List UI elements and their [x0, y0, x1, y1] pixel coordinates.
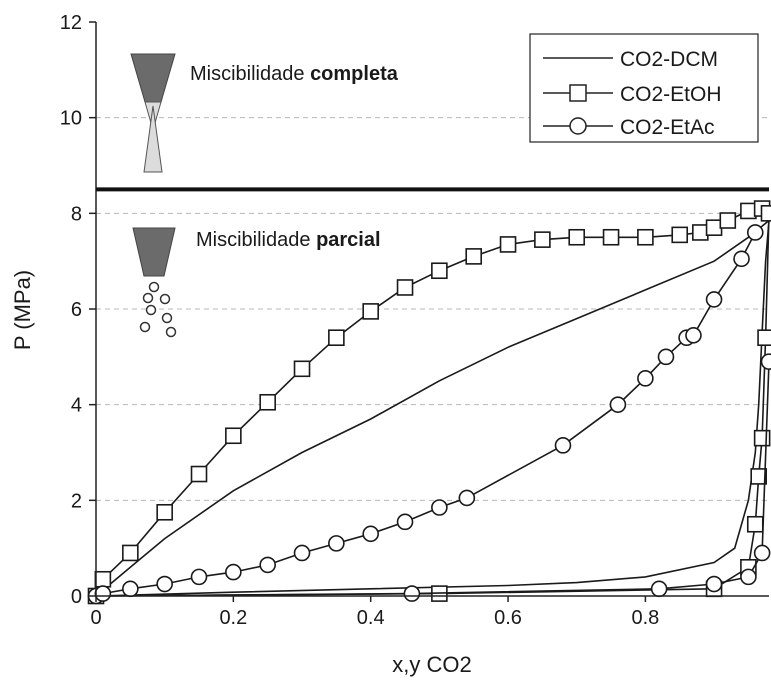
- data-point-square: [740, 202, 757, 220]
- data-point-circle: [657, 348, 675, 366]
- legend-item-etoh: CO2-EtOH: [543, 83, 722, 106]
- y-tick-label: 2: [71, 490, 82, 512]
- data-point-square: [293, 360, 311, 378]
- data-point-circle: [328, 535, 345, 552]
- data-point-square: [568, 228, 586, 246]
- data-point-circle: [650, 580, 668, 598]
- data-point-circle: [396, 513, 414, 531]
- x-tick-label: 0.2: [219, 607, 247, 629]
- y-tick-label: 12: [60, 12, 82, 34]
- data-point-square: [328, 329, 345, 347]
- data-point-circle: [760, 353, 771, 370]
- series-line-bubble: [95, 219, 770, 597]
- data-point-square: [122, 544, 139, 562]
- grid: [96, 117, 769, 501]
- data-point-square: [750, 468, 767, 485]
- data-point-square: [259, 393, 276, 411]
- data-point-square: [746, 515, 764, 533]
- data-point-square: [757, 329, 771, 347]
- y-tick-label: 0: [71, 586, 82, 608]
- data-point-circle: [156, 575, 173, 593]
- data-point-square: [534, 231, 551, 248]
- y-tick-label: 8: [71, 203, 82, 225]
- data-point-square: [225, 427, 242, 445]
- x-tick-label: 0.4: [357, 607, 385, 629]
- data-point-circle: [705, 291, 723, 308]
- data-point-square: [156, 503, 173, 521]
- data-point-square: [753, 429, 771, 447]
- y-tick-label: 10: [60, 108, 82, 130]
- data-point-square: [499, 236, 517, 253]
- axes: [89, 21, 769, 602]
- annotation-complete-text: Miscibilidade: [190, 63, 310, 85]
- series-co2-etac: [87, 224, 771, 605]
- data-point-circle: [225, 563, 242, 581]
- data-point-circle: [293, 544, 311, 562]
- legend-item-dcm: CO2-DCM: [543, 48, 718, 71]
- legend-etac-label: CO2-EtAc: [620, 116, 715, 139]
- x-axis-title: x,y CO2: [392, 652, 471, 677]
- legend-etoh-label: CO2-EtOH: [620, 83, 722, 106]
- data-point-square: [671, 226, 689, 244]
- data-point-circle: [362, 525, 379, 543]
- data-point-circle: [753, 544, 771, 562]
- data-point-square: [705, 219, 723, 236]
- data-point-circle: [554, 437, 572, 454]
- data-point-circle: [685, 327, 702, 344]
- data-point-circle: [122, 580, 139, 598]
- data-point-circle: [259, 556, 276, 574]
- data-point-square: [362, 303, 379, 320]
- data-point-circle: [609, 396, 627, 413]
- data-point-square: [719, 212, 737, 229]
- y-tick-label: 6: [71, 299, 82, 321]
- data-point-square: [637, 228, 654, 246]
- x-tick-label: 0.8: [631, 607, 659, 629]
- data-point-square: [94, 570, 112, 588]
- annotation-partial-miscibility: Miscibilidade parcial: [196, 229, 381, 251]
- complete-miscibility-icon: [130, 53, 176, 173]
- data-point-circle: [94, 585, 112, 602]
- legend-etac-marker: [569, 117, 587, 135]
- data-point-circle: [705, 575, 723, 593]
- data-point-circle: [740, 568, 757, 586]
- legend: CO2-DCM CO2-EtOH CO2-EtAc: [529, 33, 759, 143]
- legend-box: [529, 33, 759, 143]
- data-point-circle: [190, 568, 208, 586]
- annotation-complete-bold: completa: [310, 63, 399, 85]
- data-point-circle: [637, 370, 654, 387]
- tick-labels: 0 2 4 6 8 10 12 0 0.2 0.4 0.6 0.8: [60, 12, 660, 629]
- x-tick-label: 0.6: [494, 607, 522, 629]
- data-point-square: [760, 205, 771, 222]
- data-point-square: [190, 465, 208, 483]
- data-point-circle: [431, 499, 448, 516]
- data-point-square: [431, 262, 448, 280]
- x-tick-label: 0: [90, 607, 101, 629]
- annotation-partial-bold: parcial: [316, 229, 380, 251]
- legend-dcm-label: CO2-DCM: [620, 48, 718, 71]
- partial-miscibility-icon: [132, 227, 177, 338]
- y-tick-label: 4: [71, 395, 82, 417]
- data-point-circle: [403, 585, 421, 602]
- annotation-partial-text: Miscibilidade: [196, 229, 316, 251]
- data-point-circle: [746, 224, 764, 241]
- data-point-square: [692, 224, 709, 241]
- data-point-square: [465, 248, 483, 265]
- y-axis-title: P (MPa): [10, 270, 35, 350]
- data-point-circle: [458, 489, 476, 507]
- legend-item-etac: CO2-EtAc: [543, 116, 715, 139]
- data-point-circle: [733, 250, 750, 268]
- data-point-square: [396, 279, 414, 296]
- series-layer: [87, 200, 771, 605]
- data-point-square: [602, 228, 620, 246]
- legend-etoh-marker: [569, 84, 587, 102]
- annotation-complete-miscibility: Miscibilidade completa: [190, 63, 399, 85]
